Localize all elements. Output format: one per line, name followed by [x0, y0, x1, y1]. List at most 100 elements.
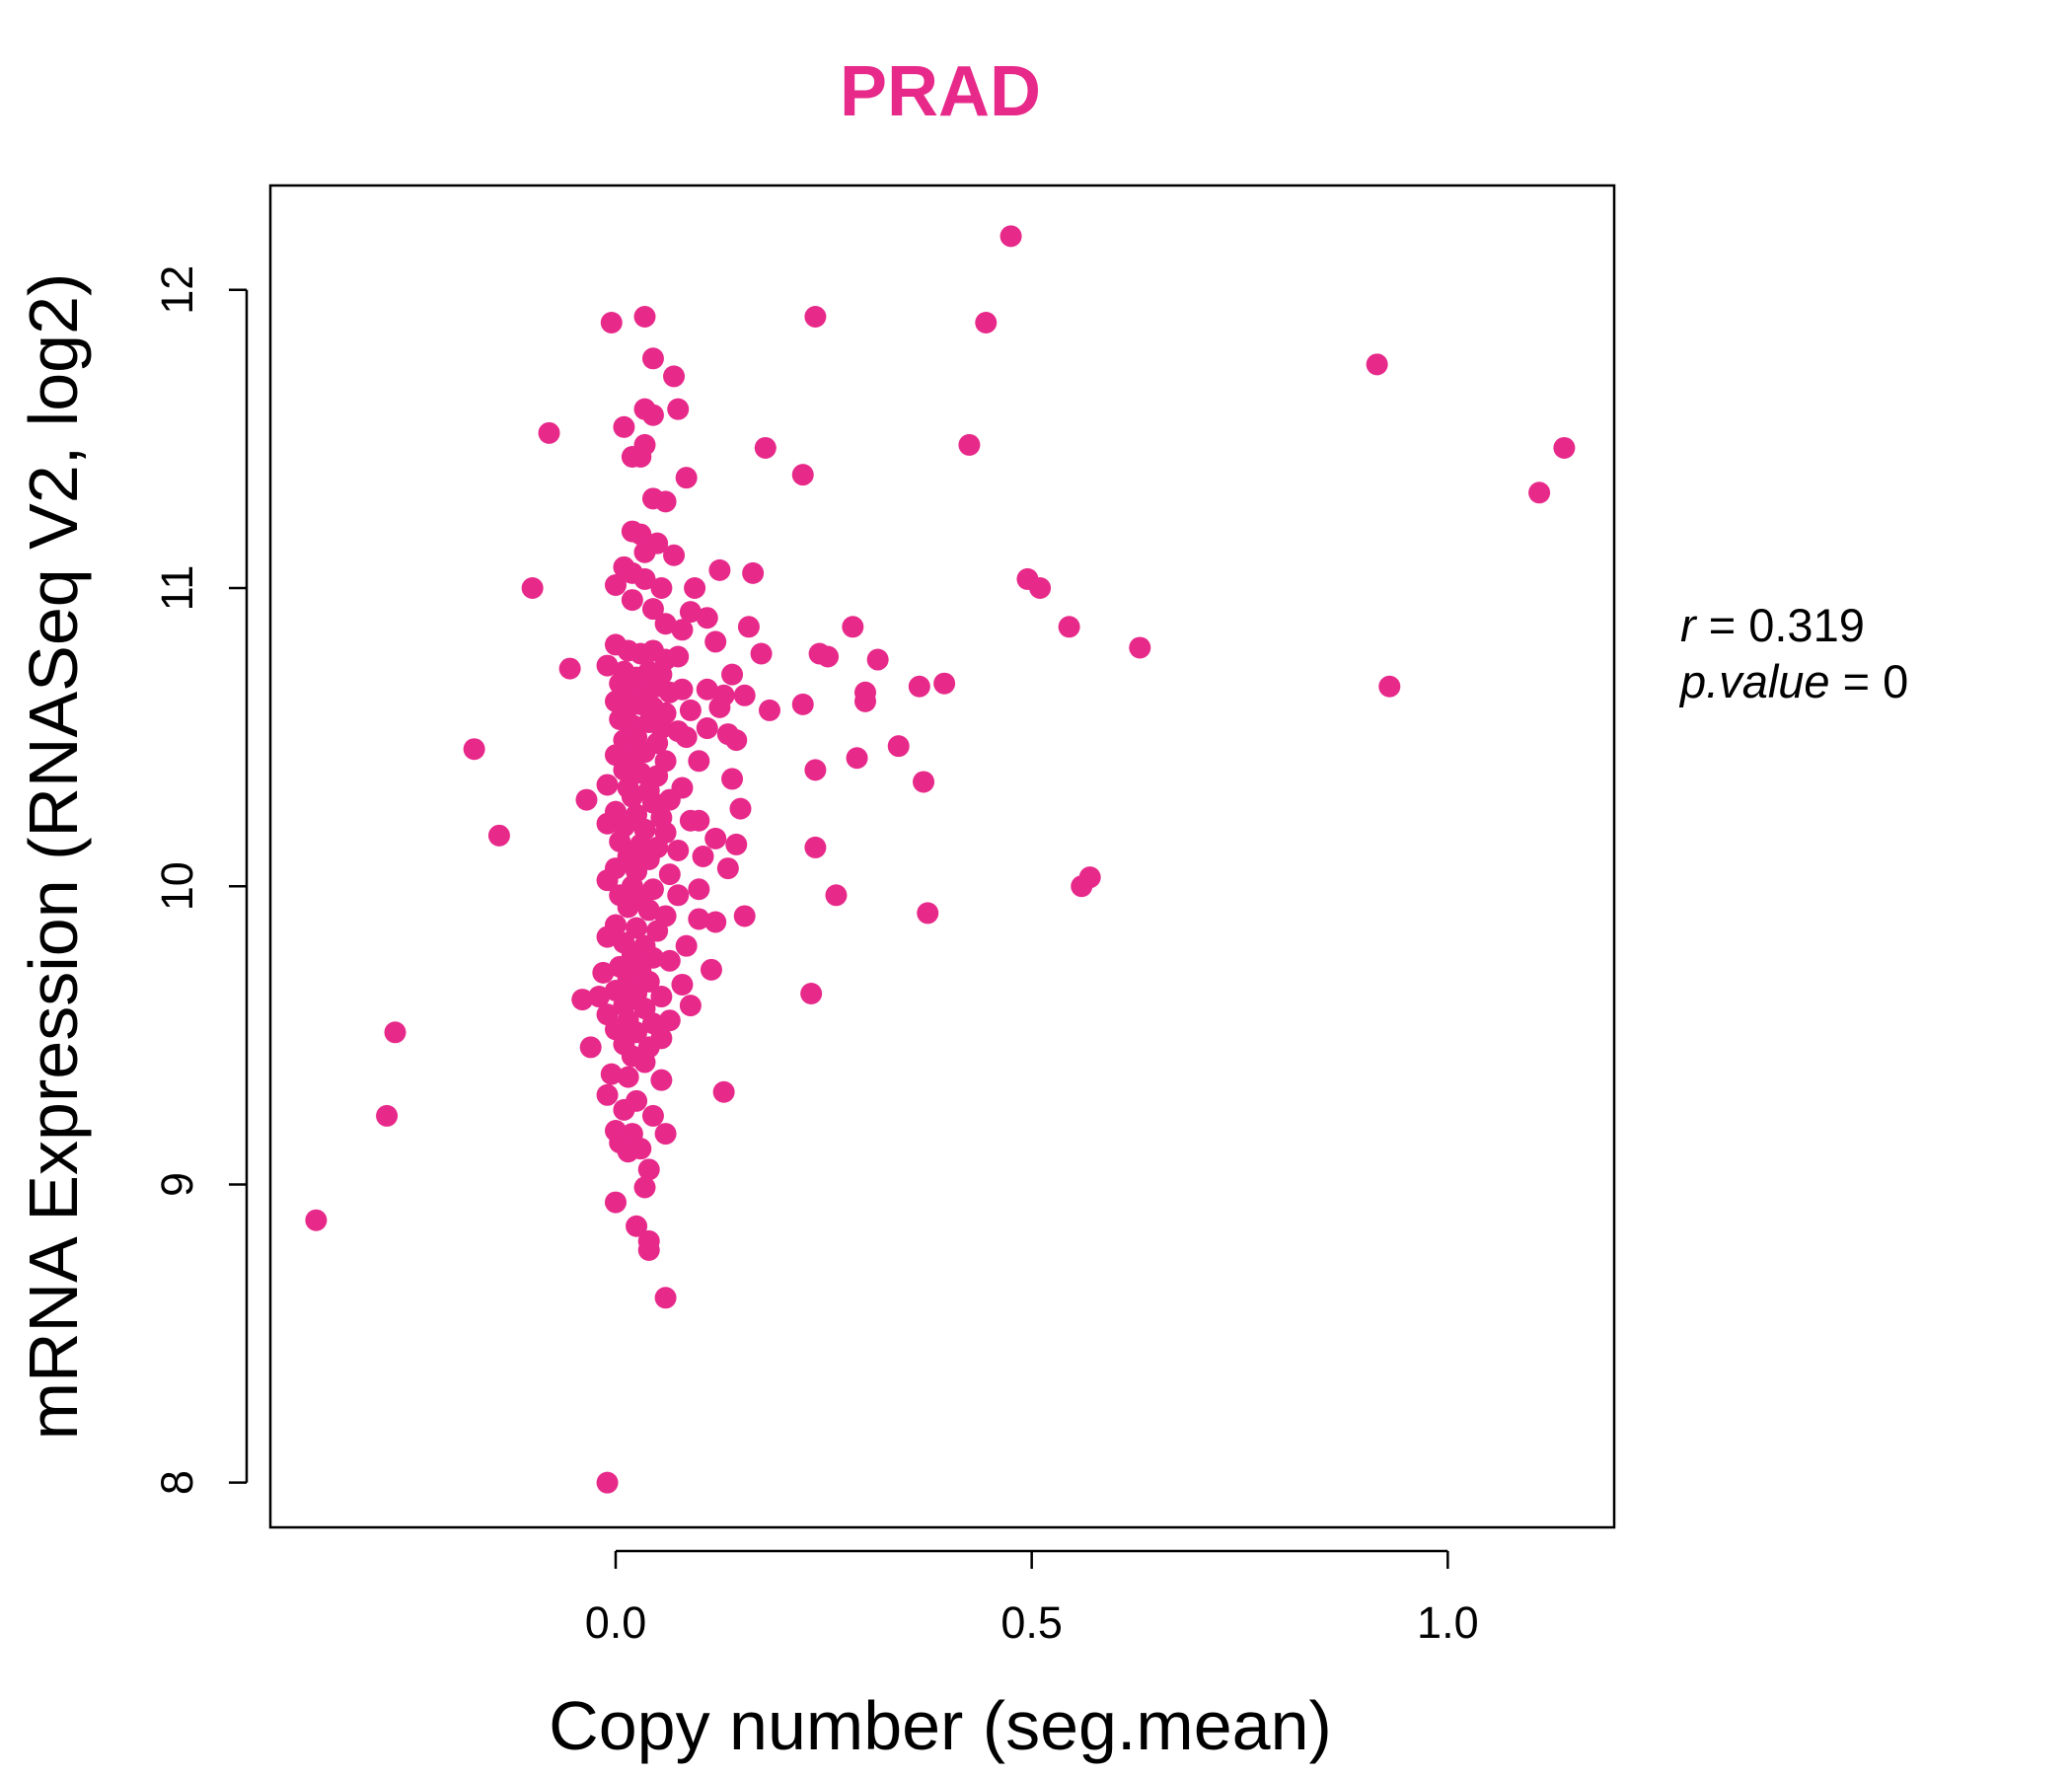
x-axis-label: Copy number (seg.mean) [549, 1687, 1332, 1764]
data-point [658, 863, 681, 886]
p-equals: = [1830, 655, 1884, 707]
p-symbol: p.value [1678, 655, 1830, 707]
data-point [679, 995, 702, 1017]
data-point [933, 672, 956, 695]
y-tick-label: 10 [152, 861, 202, 911]
y-axis-label: mRNA Expression (RNASeq V2, log2) [15, 273, 92, 1441]
data-point [596, 1471, 619, 1494]
data-point [637, 899, 660, 922]
data-point [725, 729, 748, 752]
data-point [600, 312, 623, 334]
r-equals: = [1696, 599, 1749, 651]
data-point [1129, 636, 1151, 659]
data-point [671, 619, 694, 641]
data-point [908, 675, 930, 698]
data-point [704, 630, 727, 653]
data-point [696, 678, 718, 701]
data-point [621, 785, 643, 808]
x-tick-label: 0.5 [1000, 1597, 1063, 1648]
data-point [604, 573, 627, 596]
data-point [712, 1080, 735, 1103]
data-point [571, 989, 594, 1011]
p-value: 0 [1883, 655, 1908, 707]
data-point [376, 1104, 399, 1127]
data-point [596, 869, 619, 892]
data-point [558, 657, 581, 680]
data-point [626, 1215, 648, 1237]
data-point [667, 839, 690, 861]
data-point [633, 567, 656, 590]
data-point [596, 1083, 619, 1106]
data-point [641, 1104, 664, 1127]
x-tick-label: 1.0 [1417, 1597, 1479, 1648]
data-point [521, 577, 544, 599]
y-tick-label: 11 [152, 565, 202, 612]
data-point [613, 1098, 635, 1121]
data-point [804, 836, 827, 858]
data-point [688, 750, 710, 773]
data-point [729, 797, 752, 820]
data-point [596, 654, 619, 677]
data-point [733, 905, 756, 927]
data-point [675, 934, 698, 957]
data-point [725, 833, 748, 855]
data-point [650, 1069, 673, 1091]
data-point [654, 613, 677, 635]
data-point [384, 1021, 407, 1044]
data-point [737, 616, 760, 638]
data-point [633, 1176, 656, 1199]
data-point [663, 365, 686, 388]
data-point [887, 735, 910, 758]
data-point [658, 949, 681, 972]
data-point [650, 577, 673, 599]
data-point [654, 1123, 677, 1146]
data-point [688, 908, 710, 930]
data-point [637, 1158, 660, 1181]
p-value-label: p.value = 0 [1678, 655, 1908, 707]
data-point [600, 1063, 623, 1085]
plot-frame [268, 184, 1616, 1529]
data-point [654, 490, 677, 513]
data-point [817, 645, 840, 668]
data-point [800, 983, 823, 1005]
data-point [641, 347, 664, 370]
data-point [629, 523, 652, 546]
data-point [742, 561, 765, 584]
data-point [646, 920, 669, 942]
data-point [675, 726, 698, 749]
data-point [804, 759, 827, 781]
data-point [617, 1141, 639, 1163]
data-point [842, 616, 864, 638]
data-point [621, 589, 643, 612]
data-point [658, 1009, 681, 1032]
data-point [596, 925, 619, 948]
x-tick-label: 0.0 [585, 1597, 647, 1648]
y-tick-label: 12 [152, 265, 202, 315]
data-point [913, 771, 935, 793]
data-point [684, 577, 706, 599]
data-point [633, 305, 656, 328]
data-point [708, 558, 731, 581]
data-point [579, 1036, 602, 1059]
data-point [721, 663, 744, 686]
data-point [679, 699, 702, 721]
data-point [688, 809, 710, 832]
data-point [791, 464, 814, 486]
data-point [700, 958, 722, 981]
data-point [825, 884, 848, 907]
data-point [592, 961, 615, 984]
data-point [917, 902, 939, 925]
data-point [679, 601, 702, 624]
data-point [538, 421, 560, 444]
data-point [704, 827, 727, 850]
data-point [696, 607, 718, 629]
data-point [688, 878, 710, 901]
data-point [692, 846, 714, 867]
data-point [641, 598, 664, 621]
data-point [1071, 875, 1093, 898]
data-point [613, 759, 635, 781]
data-point [604, 1191, 627, 1214]
data-point [1029, 577, 1052, 599]
data-point [696, 717, 718, 740]
